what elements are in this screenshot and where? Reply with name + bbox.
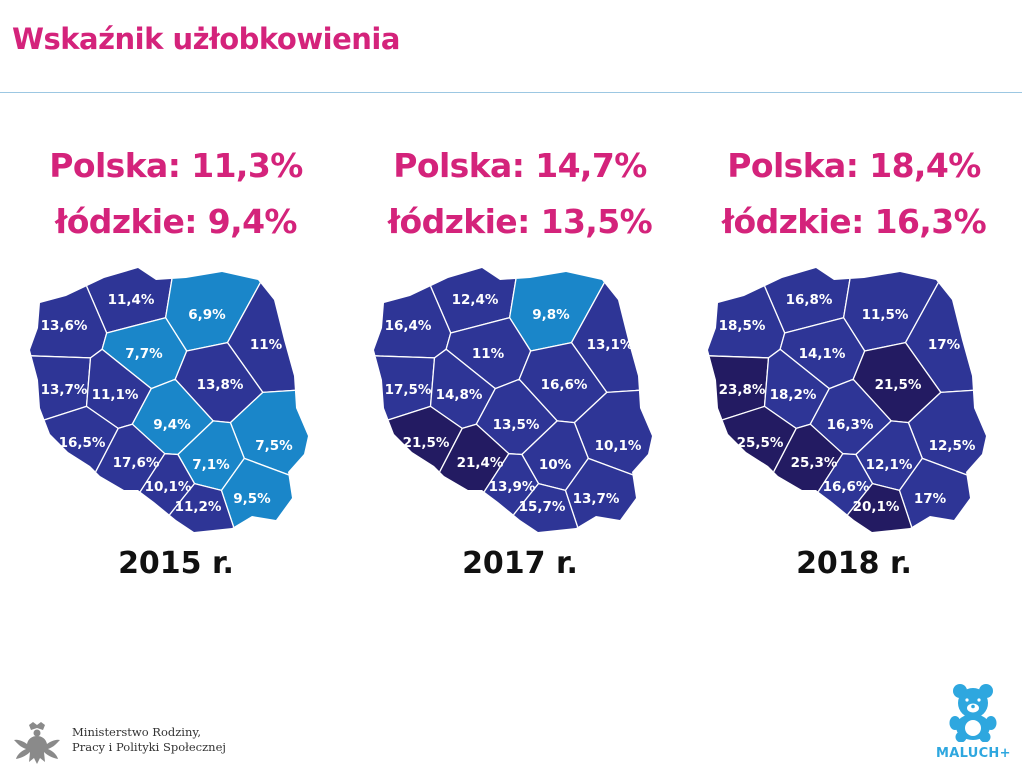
region-value-lubelskie: 7,5% [255, 438, 293, 454]
region-value-swietokrzyskie: 10% [539, 457, 572, 473]
title-divider [0, 92, 1022, 93]
region-value-pomorskie: 16,8% [786, 292, 833, 308]
region-value-wielkopolskie: 11,1% [92, 387, 139, 403]
region-value-slaskie: 13,9% [489, 479, 536, 495]
region-value-kujawsko-pomorskie: 7,7% [125, 346, 163, 362]
region-value-slaskie: 16,6% [823, 479, 870, 495]
region-value-malopolskie: 20,1% [853, 499, 900, 515]
region-value-lodzkie: 13,5% [493, 417, 540, 433]
region-value-kujawsko-pomorskie: 14,1% [799, 346, 846, 362]
region-value-slaskie: 10,1% [145, 479, 192, 495]
ministry-line-2: Pracy i Polityki Społecznej [72, 740, 226, 754]
region-value-mazowieckie: 21,5% [875, 377, 922, 393]
region-value-wielkopolskie: 18,2% [770, 387, 817, 403]
region-value-podkarpackie: 13,7% [573, 491, 620, 507]
poland-voivodeship-map: 16,8% 11,5% 18,5% 14,1% 17% 23,8% 18,2% 21,5% 16… [708, 268, 986, 532]
poland-voivodeship-map: 11,4% 6,9% 13,6% 7,7% 11% 13,7% 11,1% 13,8% 9,4%… [30, 268, 308, 532]
region-value-malopolskie: 11,2% [175, 499, 222, 515]
region-value-kujawsko-pomorskie: 11% [472, 346, 505, 362]
region-value-warminsko-mazurskie: 11,5% [862, 307, 909, 323]
region-value-swietokrzyskie: 7,1% [192, 457, 230, 473]
region-value-pomorskie: 12,4% [452, 292, 499, 308]
region-value-lubelskie: 10,1% [595, 438, 642, 454]
region-value-mazowieckie: 16,6% [541, 377, 588, 393]
region-value-mazowieckie: 13,8% [197, 377, 244, 393]
region-value-opolskie: 21,4% [457, 455, 504, 471]
polish-eagle-emblem [14, 722, 60, 764]
region-value-pomorskie: 11,4% [108, 292, 155, 308]
region-value-zachodniopomorskie: 13,6% [41, 318, 88, 334]
region-value-dolnoslaskie: 16,5% [59, 435, 106, 451]
map-panel-2018: Polska: 18,4% łódzkie: 16,3% 16,8% 11,5% 1… [704, 138, 1004, 581]
maluch-logo: MALUCH+ [936, 682, 1010, 761]
poland-voivodeship-map: 12,4% 9,8% 16,4% 11% 13,1% 17,5% 14,8% 16,6% 13,… [374, 268, 652, 532]
program-name: MALUCH+ [936, 746, 1011, 761]
region-value-zachodniopomorskie: 16,4% [385, 318, 432, 334]
region-value-lubuskie: 13,7% [41, 382, 88, 398]
national-rate: Polska: 11,3% [49, 146, 303, 185]
region-value-dolnoslaskie: 21,5% [403, 435, 450, 451]
region-value-podlaskie: 17% [928, 337, 961, 353]
region-value-warminsko-mazurskie: 6,9% [188, 307, 226, 323]
region-value-lubuskie: 17,5% [385, 382, 432, 398]
teddy-bear-icon [949, 684, 997, 743]
year-label: 2018 r. [796, 546, 912, 581]
region-value-swietokrzyskie: 12,1% [866, 457, 913, 473]
region-value-wielkopolskie: 14,8% [436, 387, 483, 403]
region-value-podkarpackie: 9,5% [233, 491, 271, 507]
lodzkie-rate: łódzkie: 13,5% [387, 202, 653, 241]
year-label: 2015 r. [118, 546, 234, 581]
region-value-warminsko-mazurskie: 9,8% [532, 307, 570, 323]
ministry-name: Ministerstwo Rodziny, Pracy i Polityki S… [72, 725, 226, 755]
region-value-lodzkie: 9,4% [153, 417, 191, 433]
region-value-lubelskie: 12,5% [929, 438, 976, 454]
region-zachodniopomorskie [708, 268, 786, 359]
region-value-lodzkie: 16,3% [827, 417, 874, 433]
year-label: 2017 r. [462, 546, 578, 581]
map-panel-2017: Polska: 14,7% łódzkie: 13,5% 12,4% 9,8% 16… [370, 138, 670, 581]
region-value-opolskie: 17,6% [113, 455, 160, 471]
region-value-lubuskie: 23,8% [719, 382, 766, 398]
region-value-zachodniopomorskie: 18,5% [719, 318, 766, 334]
page-title: Wskaźnik użłobkowienia [12, 22, 400, 56]
region-value-podlaskie: 11% [250, 337, 283, 353]
region-zachodniopomorskie [30, 268, 108, 359]
region-value-opolskie: 25,3% [791, 455, 838, 471]
ministry-line-1: Ministerstwo Rodziny, [72, 725, 202, 739]
region-zachodniopomorskie [374, 268, 452, 359]
national-rate: Polska: 18,4% [727, 146, 981, 185]
region-value-podkarpackie: 17% [914, 491, 947, 507]
region-value-malopolskie: 15,7% [519, 499, 566, 515]
map-panel-2015: Polska: 11,3% łódzkie: 9,4% 11,4% 6,9% 13,… [26, 138, 326, 581]
national-rate: Polska: 14,7% [393, 146, 647, 185]
lodzkie-rate: łódzkie: 16,3% [721, 202, 987, 241]
region-value-dolnoslaskie: 25,5% [737, 435, 784, 451]
region-value-podlaskie: 13,1% [587, 337, 634, 353]
lodzkie-rate: łódzkie: 9,4% [55, 202, 297, 241]
